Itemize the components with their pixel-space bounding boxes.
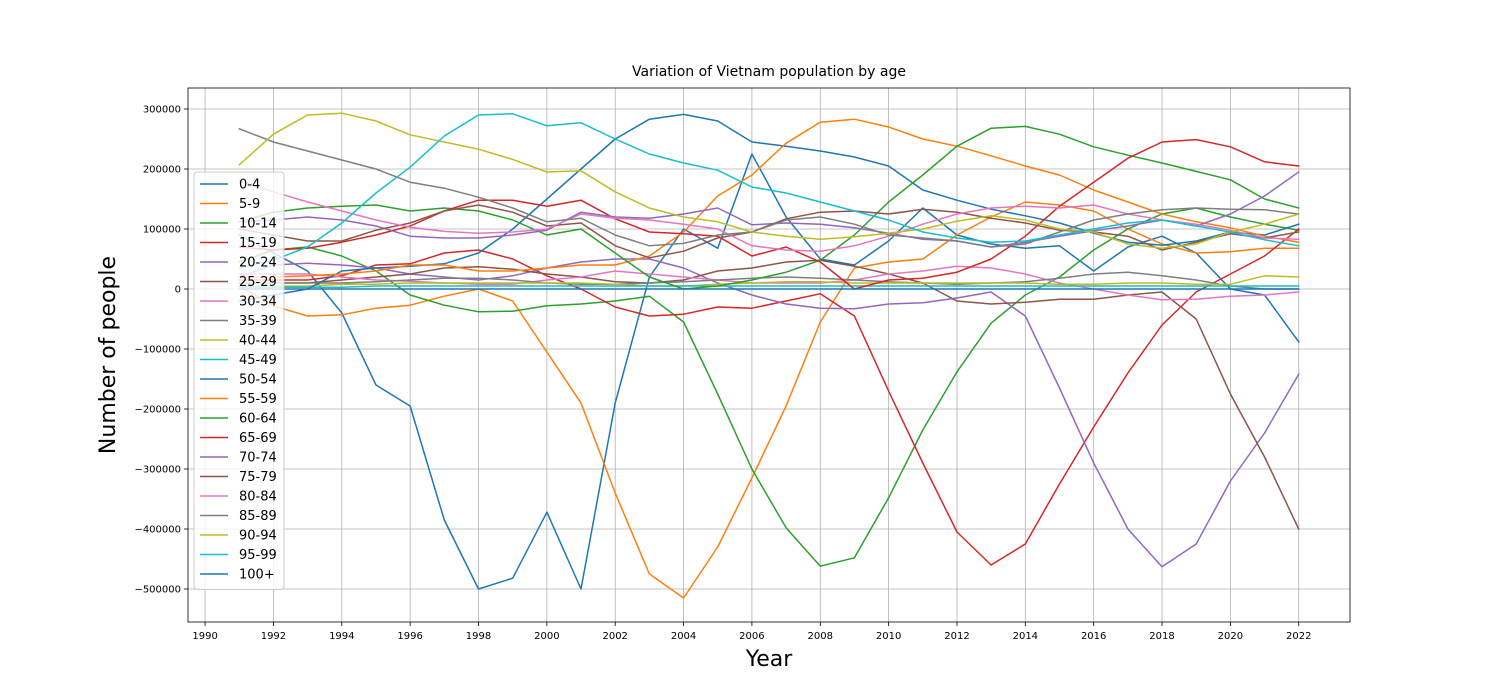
x-tick-label: 2018 xyxy=(1149,631,1174,642)
legend-label: 40-44 xyxy=(239,334,277,349)
legend-label: 95-99 xyxy=(239,548,277,563)
x-tick-label: 1998 xyxy=(466,631,491,642)
x-tick-label: 1996 xyxy=(397,631,422,642)
legend-label: 45-49 xyxy=(239,353,277,368)
x-tick-label: 2002 xyxy=(602,631,627,642)
series-line-80-84 xyxy=(238,180,1300,252)
y-tick-label: 100000 xyxy=(143,225,181,236)
y-tick-label: −500000 xyxy=(134,585,181,596)
x-tick-label: 2014 xyxy=(1013,631,1038,642)
legend-label: 75-79 xyxy=(239,470,277,485)
legend-label: 85-89 xyxy=(239,509,277,524)
series-line-95-99 xyxy=(238,113,1300,269)
x-tick-label: 1990 xyxy=(192,631,217,642)
chart-title: Variation of Vietnam population by age xyxy=(632,64,906,80)
series-line-70-74 xyxy=(238,170,1300,248)
legend-label: 55-59 xyxy=(239,392,277,407)
legend-label: 35-39 xyxy=(239,314,277,329)
series-line-40-44 xyxy=(238,275,1300,287)
x-tick-label: 2016 xyxy=(1081,631,1106,642)
series-lines xyxy=(238,112,1300,599)
legend-label: 60-64 xyxy=(239,412,277,427)
x-tick-label: 2010 xyxy=(876,631,901,642)
x-axis-title: Year xyxy=(745,647,794,672)
y-axis-title: Number of people xyxy=(96,256,121,454)
series-line-60-64 xyxy=(238,125,1300,290)
series-line-15-19 xyxy=(238,227,1300,566)
legend-label: 65-69 xyxy=(239,431,277,446)
legend-label: 25-29 xyxy=(239,275,277,290)
x-tick-label: 1994 xyxy=(329,631,354,642)
legend-label: 50-54 xyxy=(239,373,277,388)
x-tick-label: 2008 xyxy=(808,631,833,642)
series-line-20-24 xyxy=(238,258,1300,568)
legend: 0-4 5-9 10-14 15-19 20-24 25-29 30-34 35-39 40-4… xyxy=(193,171,285,590)
series-line-10-14 xyxy=(238,207,1300,567)
y-tick-label: −400000 xyxy=(134,525,181,536)
x-tick-label: 2020 xyxy=(1218,631,1243,642)
x-axis-ticks: 1990 1992 1994 1996 1998 2000 2002 2004 2006 2008… xyxy=(192,622,1311,642)
y-axis-ticks: −500000 −400000 −300000 −200000 −100000 0 1000… xyxy=(134,105,188,596)
legend-label: 10-14 xyxy=(239,217,277,232)
legend-box xyxy=(193,171,285,590)
y-tick-label: −300000 xyxy=(134,465,181,476)
legend-label: 0-4 xyxy=(239,178,260,193)
legend-label: 20-24 xyxy=(239,256,277,271)
plot-frame xyxy=(187,87,1351,623)
x-tick-label: 2004 xyxy=(671,631,696,642)
series-line-5-9 xyxy=(238,201,1300,599)
series-line-55-59 xyxy=(238,118,1300,278)
series-line-90-94 xyxy=(238,112,1300,249)
x-tick-label: 2000 xyxy=(534,631,559,642)
y-tick-label: 0 xyxy=(175,285,181,296)
x-tick-label: 2012 xyxy=(944,631,969,642)
series-line-35-39 xyxy=(238,271,1300,290)
y-tick-label: −200000 xyxy=(134,405,181,416)
legend-label: 80-84 xyxy=(239,490,277,505)
series-line-85-89 xyxy=(238,127,1300,248)
x-tick-label: 1992 xyxy=(261,631,286,642)
y-tick-label: 300000 xyxy=(143,105,181,116)
series-line-45-49 xyxy=(238,285,1300,288)
legend-label: 30-34 xyxy=(239,295,277,310)
legend-label: 100+ xyxy=(239,568,275,583)
y-tick-label: −100000 xyxy=(134,345,181,356)
legend-label: 5-9 xyxy=(239,197,260,212)
x-tick-label: 2006 xyxy=(739,631,764,642)
legend-label: 70-74 xyxy=(239,451,277,466)
legend-label: 90-94 xyxy=(239,529,277,544)
series-line-0-4 xyxy=(238,153,1300,590)
series-line-65-69 xyxy=(238,138,1300,290)
legend-label: 15-19 xyxy=(239,236,277,251)
series-line-50-54 xyxy=(238,113,1300,302)
series-line-25-29 xyxy=(238,259,1300,530)
y-tick-label: 200000 xyxy=(143,165,181,176)
x-tick-label: 2022 xyxy=(1286,631,1311,642)
